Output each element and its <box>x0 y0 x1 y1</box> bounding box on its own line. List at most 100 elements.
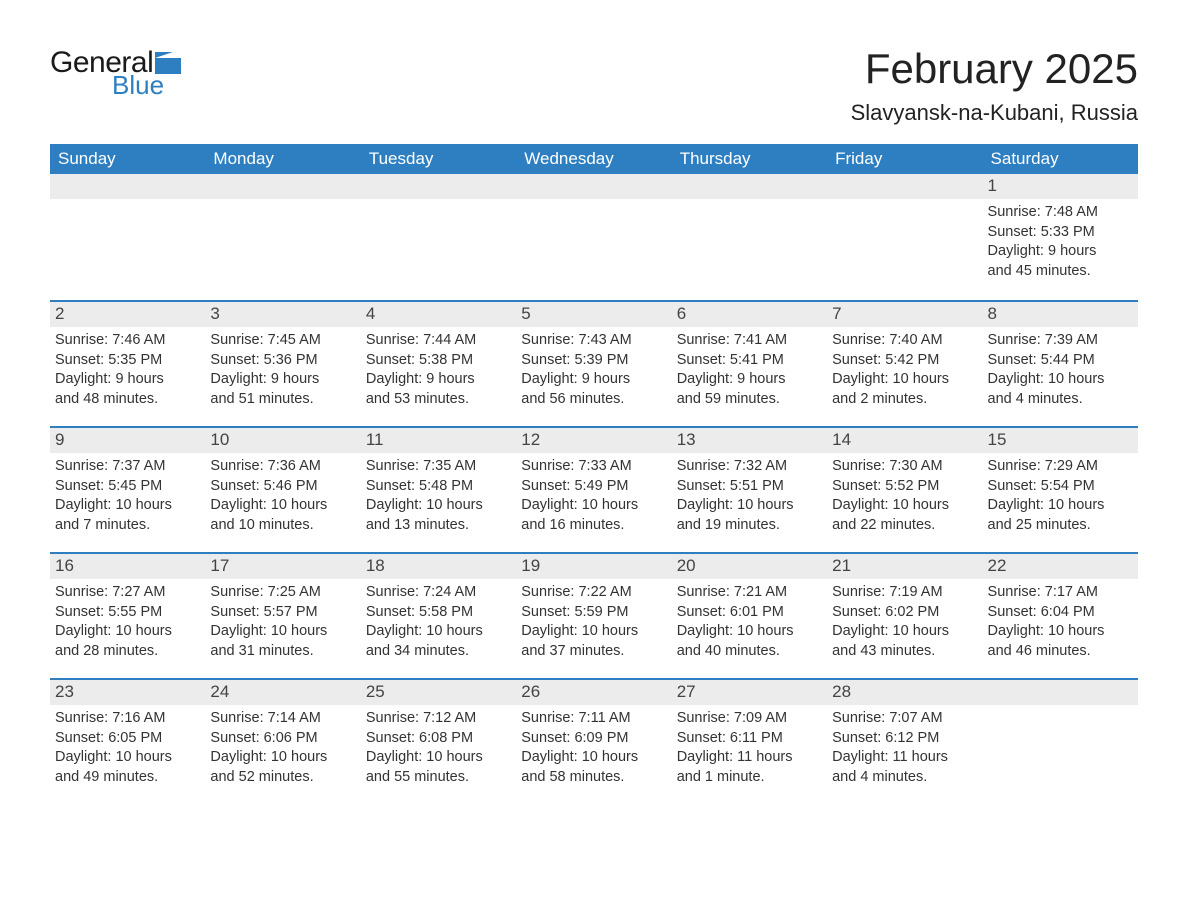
day-d1: Daylight: 9 hours <box>519 370 668 390</box>
day-d1: Daylight: 10 hours <box>208 748 357 768</box>
day-sunset: Sunset: 6:02 PM <box>830 603 979 623</box>
day-sunrise: Sunrise: 7:32 AM <box>675 457 824 477</box>
calendar-day: 11Sunrise: 7:35 AMSunset: 5:48 PMDayligh… <box>361 428 516 552</box>
day-d1: Daylight: 10 hours <box>53 622 202 642</box>
day-sunrise: Sunrise: 7:36 AM <box>208 457 357 477</box>
calendar-day: 10Sunrise: 7:36 AMSunset: 5:46 PMDayligh… <box>205 428 360 552</box>
calendar-day: 15 Sunrise: 7:29 AMSunset: 5:54 PMDayligh… <box>983 428 1138 552</box>
day-sunrise: Sunrise: 7:40 AM <box>830 331 979 351</box>
day-d2: and 28 minutes. <box>53 642 202 662</box>
day-number <box>205 174 360 199</box>
day-sunrise: Sunrise: 7:41 AM <box>675 331 824 351</box>
calendar-day <box>516 174 671 300</box>
day-sunset: Sunset: 6:06 PM <box>208 729 357 749</box>
day-number: 9 <box>50 428 205 453</box>
calendar-week: 23Sunrise: 7:16 AMSunset: 6:05 PMDayligh… <box>50 678 1138 804</box>
day-sunrise: Sunrise: 7:16 AM <box>53 709 202 729</box>
day-number <box>516 174 671 199</box>
day-number <box>672 174 827 199</box>
day-number: 27 <box>672 680 827 705</box>
day-d2: and 7 minutes. <box>53 516 202 536</box>
calendar-day: 28Sunrise: 7:07 AMSunset: 6:12 PMDayligh… <box>827 680 982 804</box>
day-number <box>983 680 1138 705</box>
day-d2: and 13 minutes. <box>364 516 513 536</box>
calendar-day: 4Sunrise: 7:44 AMSunset: 5:38 PMDaylight… <box>361 302 516 426</box>
day-sunrise: Sunrise: 7:27 AM <box>53 583 202 603</box>
day-of-week-header: SundayMondayTuesdayWednesdayThursdayFrid… <box>50 144 1138 174</box>
day-number: 15 <box>983 428 1138 453</box>
day-number: 6 <box>672 302 827 327</box>
day-sunrise: Sunrise: 7:29 AM <box>986 457 1135 477</box>
dow-cell: Saturday <box>983 144 1138 174</box>
calendar-day: 27Sunrise: 7:09 AMSunset: 6:11 PMDayligh… <box>672 680 827 804</box>
day-d2: and 2 minutes. <box>830 390 979 410</box>
calendar-day <box>672 174 827 300</box>
logo: General Blue <box>50 48 189 98</box>
day-d2: and 37 minutes. <box>519 642 668 662</box>
day-number: 12 <box>516 428 671 453</box>
calendar-day: 17Sunrise: 7:25 AMSunset: 5:57 PMDayligh… <box>205 554 360 678</box>
calendar-day: 19 Sunrise: 7:22 AMSunset: 5:59 PMDayligh… <box>516 554 671 678</box>
day-sunset: Sunset: 5:59 PM <box>519 603 668 623</box>
day-d1: Daylight: 10 hours <box>675 496 824 516</box>
calendar-day: 7Sunrise: 7:40 AMSunset: 5:42 PMDaylight… <box>827 302 982 426</box>
calendar-day: 6Sunrise: 7:41 AMSunset: 5:41 PMDaylight… <box>672 302 827 426</box>
day-d2: and 58 minutes. <box>519 768 668 788</box>
day-d1: Daylight: 10 hours <box>986 496 1135 516</box>
day-number: 5 <box>516 302 671 327</box>
day-number: 3 <box>205 302 360 327</box>
day-number <box>361 174 516 199</box>
day-d2: and 45 minutes. <box>986 262 1135 282</box>
calendar-day: 22Sunrise: 7:17 AMSunset: 6:04 PMDayligh… <box>983 554 1138 678</box>
day-sunset: Sunset: 5:54 PM <box>986 477 1135 497</box>
day-number: 10 <box>205 428 360 453</box>
day-sunset: Sunset: 6:01 PM <box>675 603 824 623</box>
month-title: February 2025 <box>851 48 1138 90</box>
page-header: General Blue February 2025 Slavyansk-na-… <box>50 48 1138 126</box>
day-sunset: Sunset: 6:08 PM <box>364 729 513 749</box>
dow-cell: Friday <box>827 144 982 174</box>
calendar-day: 5Sunrise: 7:43 AMSunset: 5:39 PMDaylight… <box>516 302 671 426</box>
day-d2: and 53 minutes. <box>364 390 513 410</box>
calendar-day: 16Sunrise: 7:27 AMSunset: 5:55 PMDayligh… <box>50 554 205 678</box>
day-d1: Daylight: 10 hours <box>830 622 979 642</box>
day-number: 7 <box>827 302 982 327</box>
day-d1: Daylight: 10 hours <box>364 622 513 642</box>
day-number: 16 <box>50 554 205 579</box>
day-number: 19 <box>516 554 671 579</box>
day-sunrise: Sunrise: 7:25 AM <box>208 583 357 603</box>
day-sunset: Sunset: 5:39 PM <box>519 351 668 371</box>
location-subtitle: Slavyansk-na-Kubani, Russia <box>851 100 1138 126</box>
day-sunset: Sunset: 6:04 PM <box>986 603 1135 623</box>
day-number: 8 <box>983 302 1138 327</box>
calendar-week: 16Sunrise: 7:27 AMSunset: 5:55 PMDayligh… <box>50 552 1138 678</box>
day-sunset: Sunset: 5:38 PM <box>364 351 513 371</box>
day-sunrise: Sunrise: 7:39 AM <box>986 331 1135 351</box>
day-d1: Daylight: 10 hours <box>519 622 668 642</box>
day-d1: Daylight: 10 hours <box>986 370 1135 390</box>
day-sunset: Sunset: 5:57 PM <box>208 603 357 623</box>
calendar-day <box>205 174 360 300</box>
day-d2: and 56 minutes. <box>519 390 668 410</box>
day-sunset: Sunset: 6:05 PM <box>53 729 202 749</box>
day-d1: Daylight: 10 hours <box>675 622 824 642</box>
day-d2: and 4 minutes. <box>830 768 979 788</box>
logo-text-blue: Blue <box>112 72 189 98</box>
day-d1: Daylight: 10 hours <box>519 496 668 516</box>
day-number <box>50 174 205 199</box>
day-sunset: Sunset: 5:44 PM <box>986 351 1135 371</box>
day-d1: Daylight: 10 hours <box>53 748 202 768</box>
day-d2: and 55 minutes. <box>364 768 513 788</box>
calendar-day: 23Sunrise: 7:16 AMSunset: 6:05 PMDayligh… <box>50 680 205 804</box>
day-number: 28 <box>827 680 982 705</box>
day-d2: and 19 minutes. <box>675 516 824 536</box>
day-sunrise: Sunrise: 7:22 AM <box>519 583 668 603</box>
day-number: 24 <box>205 680 360 705</box>
day-sunset: Sunset: 5:48 PM <box>364 477 513 497</box>
calendar-day <box>827 174 982 300</box>
day-sunrise: Sunrise: 7:46 AM <box>53 331 202 351</box>
day-d2: and 43 minutes. <box>830 642 979 662</box>
day-sunrise: Sunrise: 7:45 AM <box>208 331 357 351</box>
day-number: 11 <box>361 428 516 453</box>
day-d1: Daylight: 10 hours <box>208 622 357 642</box>
